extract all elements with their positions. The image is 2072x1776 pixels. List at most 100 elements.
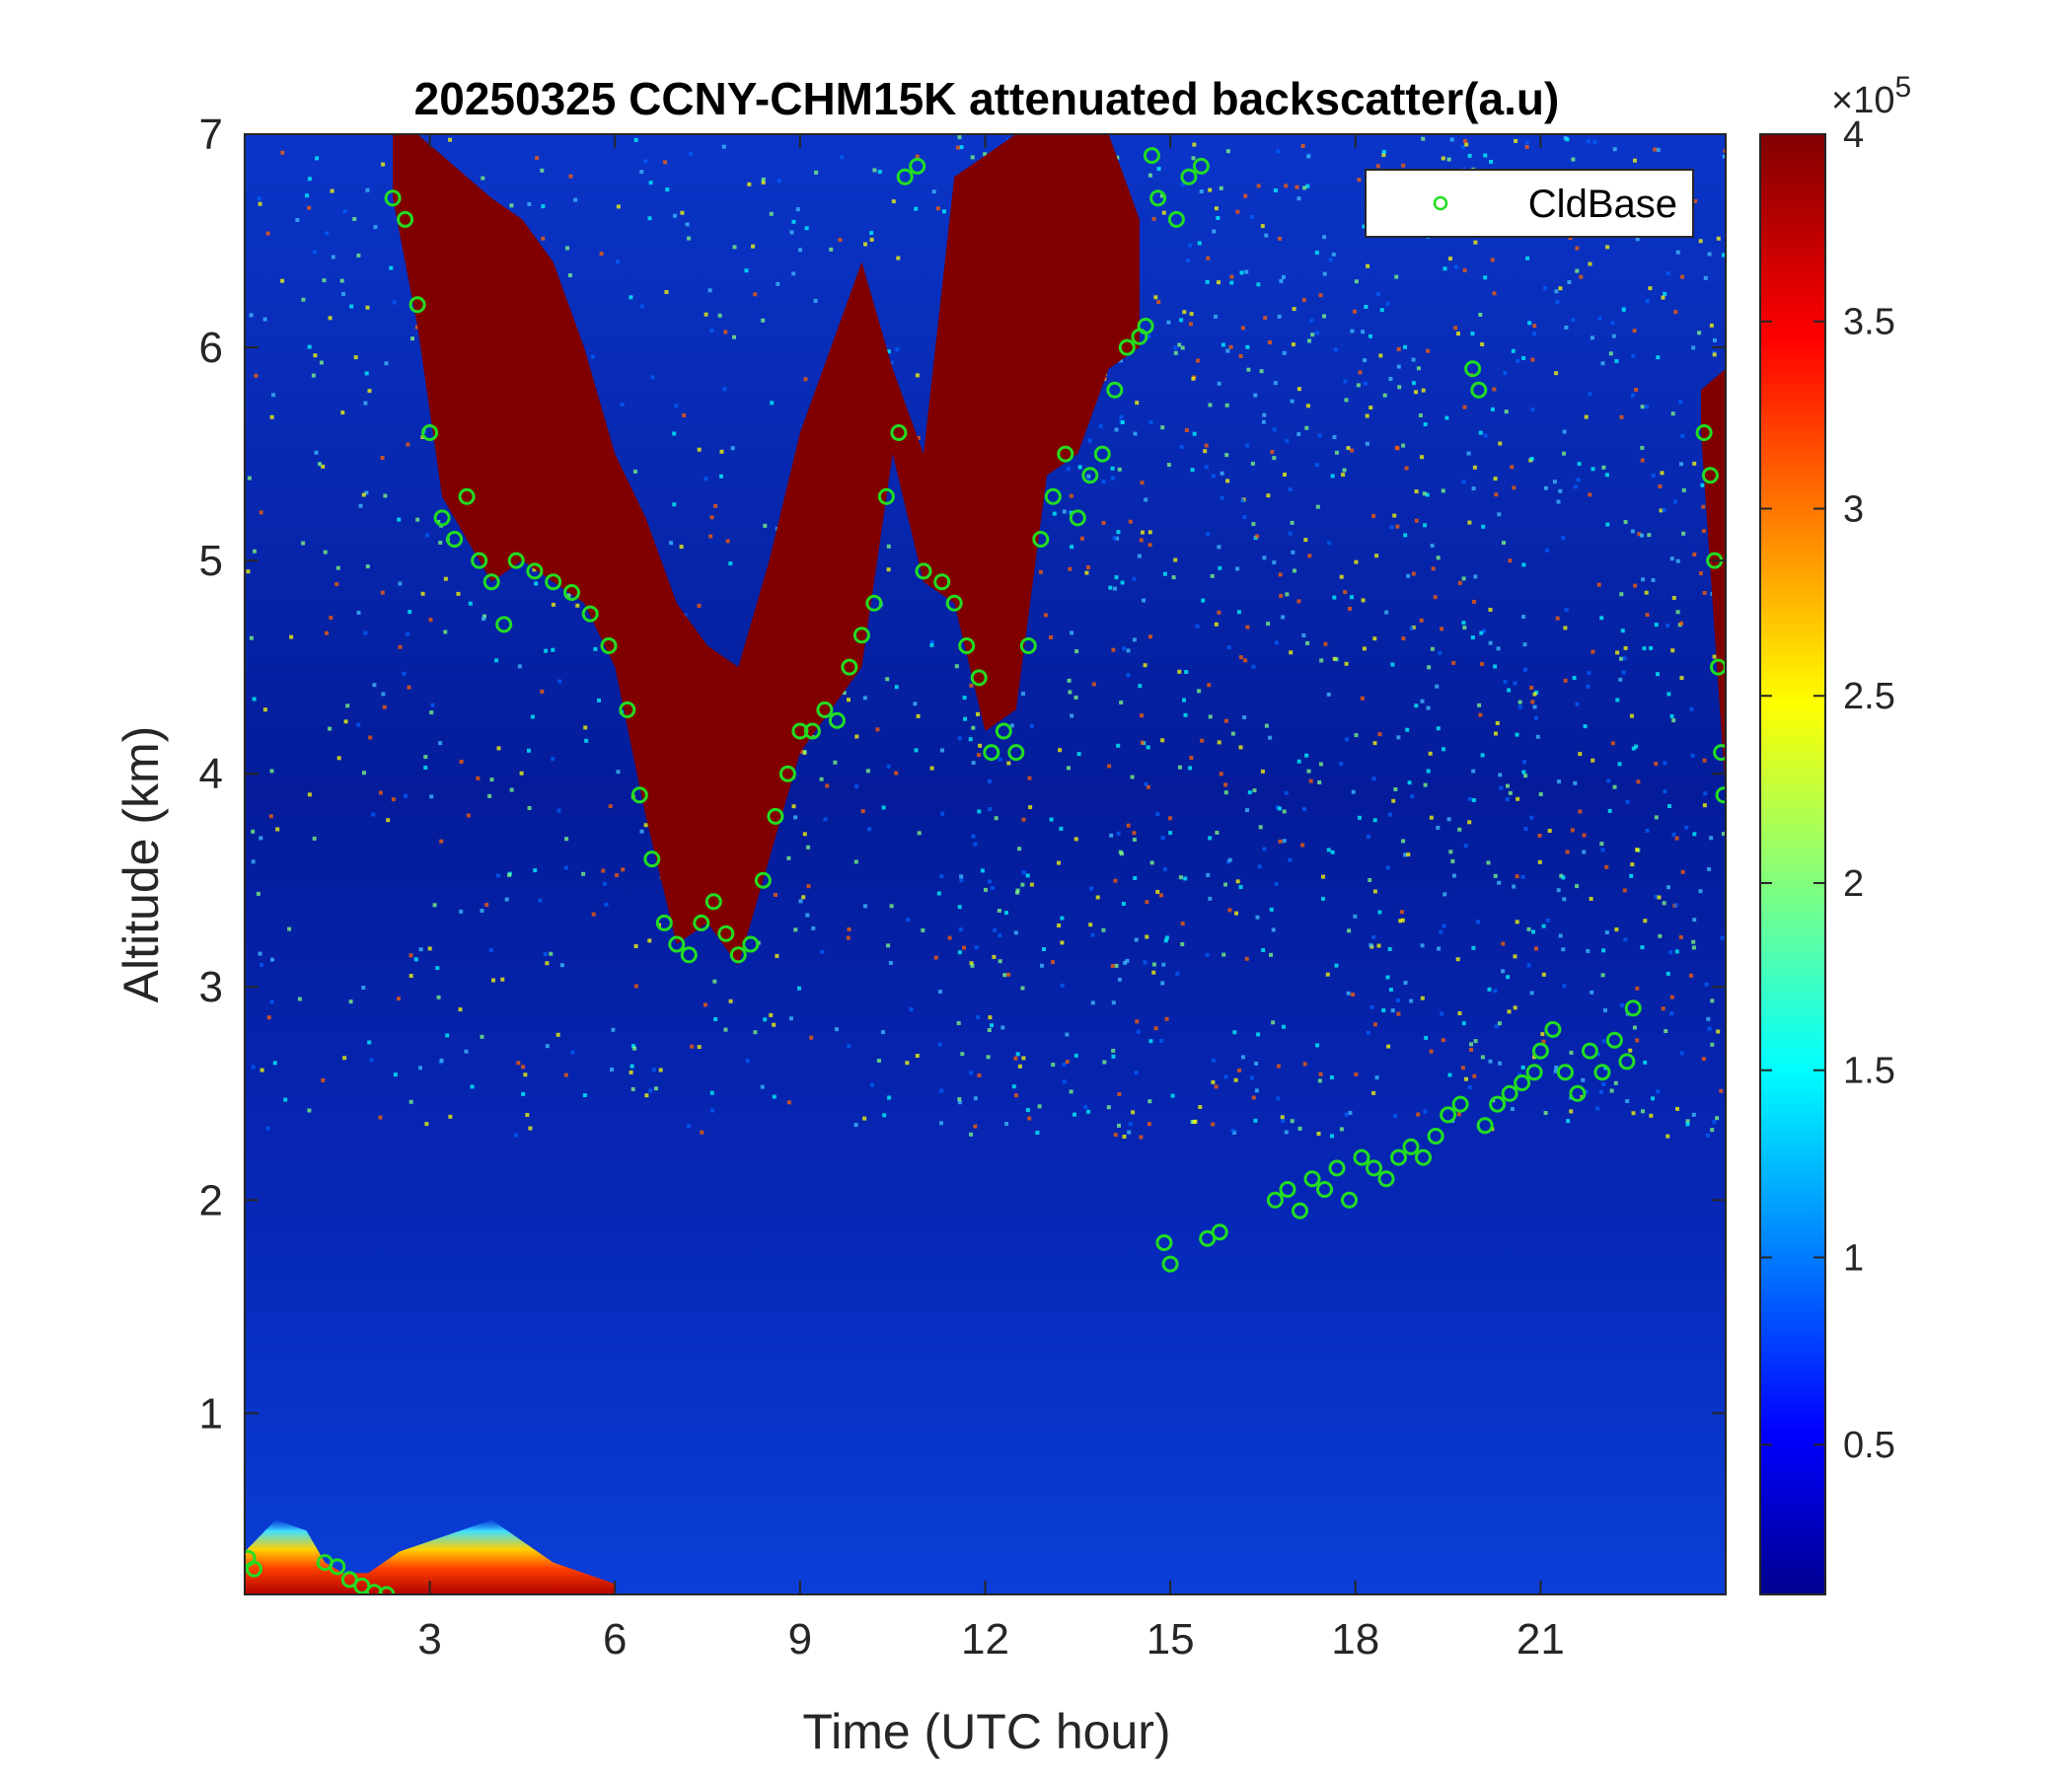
noise-speckle	[1443, 266, 1447, 271]
noise-speckle	[770, 401, 775, 406]
cloud-base-point	[619, 701, 636, 718]
noise-speckle	[1083, 1105, 1088, 1109]
noise-speckle	[1558, 286, 1563, 291]
cloud-base-markers	[245, 147, 1726, 1594]
noise-speckle	[369, 1058, 374, 1063]
noise-speckle	[1590, 990, 1594, 995]
noise-speckle	[1119, 701, 1124, 704]
noise-speckle	[994, 816, 999, 821]
noise-speckle	[1400, 918, 1405, 923]
noise-speckle	[1587, 671, 1591, 676]
noise-speckle	[1596, 582, 1601, 587]
cloud-base-point	[545, 573, 562, 591]
cloud-base-point	[1531, 1042, 1549, 1060]
noise-speckle	[367, 389, 372, 394]
noise-speckle	[565, 246, 569, 251]
noise-speckle	[1306, 154, 1311, 159]
noise-speckle	[1532, 324, 1537, 329]
y-tick-label: 4	[199, 750, 223, 798]
noise-speckle	[1203, 449, 1208, 454]
noise-speckle	[1520, 874, 1525, 879]
noise-speckle	[328, 726, 333, 731]
noise-speckle	[803, 377, 808, 382]
noise-speckle	[1513, 954, 1517, 959]
noise-speckle	[1385, 975, 1390, 980]
noise-speckle	[939, 1121, 943, 1126]
noise-speckle	[1577, 462, 1582, 467]
noise-speckle	[480, 1034, 484, 1039]
noise-speckle	[599, 252, 604, 257]
noise-speckle	[1330, 850, 1335, 854]
noise-speckle	[791, 804, 796, 809]
noise-speckle	[753, 1030, 758, 1035]
noise-speckle	[1029, 723, 1034, 728]
noise-speckle	[1006, 761, 1011, 766]
noise-speckle	[541, 236, 546, 241]
noise-speckle	[1221, 342, 1225, 347]
noise-speckle	[631, 1044, 635, 1049]
noise-speckle	[1448, 850, 1453, 854]
noise-speckle	[1649, 1113, 1654, 1118]
noise-speckle	[1422, 491, 1427, 496]
cloud-base-point	[1544, 1020, 1562, 1038]
cloud-base-point	[877, 487, 895, 505]
noise-speckle	[378, 790, 383, 795]
noise-speckle	[1623, 520, 1628, 525]
noise-speckle	[939, 874, 944, 879]
noise-speckle	[1133, 431, 1138, 436]
noise-speckle	[408, 953, 413, 958]
noise-speckle	[988, 1015, 993, 1020]
noise-speckle	[1070, 545, 1074, 550]
noise-speckle	[509, 787, 514, 792]
cloud-base-point	[915, 562, 932, 580]
noise-speckle	[895, 347, 900, 352]
colorbar-exponent-base: ×10	[1831, 80, 1894, 121]
noise-speckle	[881, 1030, 885, 1035]
noise-speckle	[257, 196, 261, 201]
noise-speckle	[1541, 1039, 1546, 1044]
noise-speckle	[1555, 616, 1560, 621]
cloud-base-point	[1624, 999, 1642, 1017]
noise-speckle	[1198, 1105, 1203, 1109]
noise-speckle	[1599, 616, 1604, 621]
noise-speckle	[1140, 713, 1144, 718]
noise-speckle	[1515, 874, 1519, 879]
noise-speckle	[544, 648, 549, 653]
noise-speckle	[397, 997, 401, 1001]
cloud-base-point	[1581, 1042, 1598, 1060]
noise-speckle	[1070, 630, 1074, 635]
noise-speckle	[1561, 875, 1566, 880]
noise-speckle	[877, 170, 882, 175]
cloud-base-point	[983, 744, 1000, 762]
noise-speckle	[772, 1022, 777, 1027]
noise-speckle	[1156, 167, 1161, 172]
noise-speckle	[846, 935, 851, 940]
noise-speckle	[1513, 1005, 1517, 1010]
noise-speckle	[1530, 700, 1535, 704]
noise-speckle	[1390, 662, 1395, 667]
noise-speckle	[1207, 683, 1212, 688]
noise-speckle	[1250, 215, 1254, 220]
noise-speckle	[1173, 350, 1178, 355]
noise-speckle	[1332, 595, 1337, 600]
noise-speckle	[1236, 610, 1241, 615]
noise-speckle	[1462, 405, 1467, 409]
noise-speckle	[1377, 732, 1382, 737]
noise-speckle	[1409, 626, 1414, 630]
noise-speckle	[1679, 462, 1683, 467]
noise-speckle	[1288, 531, 1293, 536]
noise-speckle	[1369, 942, 1373, 947]
noise-speckle	[1670, 411, 1675, 416]
noise-speckle	[382, 704, 387, 709]
noise-speckle	[1394, 274, 1399, 279]
noise-speckle	[1268, 340, 1272, 344]
noise-speckle	[1179, 445, 1184, 449]
noise-speckle	[1322, 271, 1327, 276]
noise-speckle	[1101, 480, 1106, 484]
cloud-base-point	[1618, 1053, 1636, 1071]
noise-speckle	[777, 179, 781, 184]
noise-speckle	[1183, 876, 1188, 881]
noise-speckle	[1524, 140, 1529, 145]
noise-speckle	[786, 1100, 791, 1105]
